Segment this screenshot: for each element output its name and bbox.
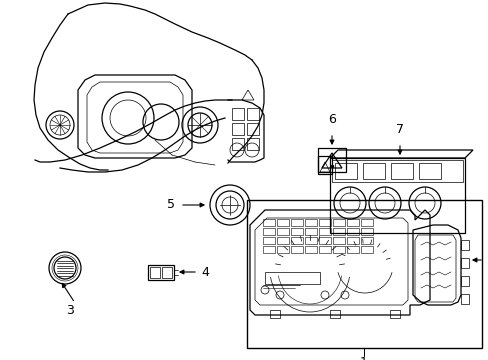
- Bar: [318, 237, 330, 244]
- Bar: [269, 310, 280, 318]
- Bar: [346, 237, 358, 244]
- Bar: [305, 228, 316, 235]
- Bar: [390, 163, 412, 179]
- Bar: [346, 228, 358, 235]
- Bar: [290, 246, 303, 253]
- Bar: [231, 108, 244, 120]
- Bar: [317, 156, 331, 174]
- Bar: [360, 237, 372, 244]
- Bar: [418, 163, 440, 179]
- Bar: [346, 246, 358, 253]
- Bar: [360, 246, 372, 253]
- Bar: [332, 237, 345, 244]
- Text: 3: 3: [66, 303, 74, 316]
- Bar: [162, 267, 172, 278]
- Bar: [246, 200, 481, 348]
- Bar: [329, 310, 339, 318]
- Bar: [231, 138, 244, 150]
- Bar: [317, 148, 346, 172]
- Bar: [346, 219, 358, 226]
- Bar: [362, 163, 384, 179]
- Bar: [318, 228, 330, 235]
- Bar: [305, 246, 316, 253]
- Bar: [360, 228, 372, 235]
- Bar: [246, 123, 259, 135]
- Text: 2: 2: [486, 253, 488, 266]
- Bar: [263, 219, 274, 226]
- Text: 6: 6: [327, 113, 335, 126]
- Text: 1: 1: [359, 356, 367, 360]
- Bar: [318, 219, 330, 226]
- Bar: [231, 123, 244, 135]
- Bar: [334, 163, 356, 179]
- Bar: [263, 228, 274, 235]
- Bar: [305, 219, 316, 226]
- Bar: [460, 240, 468, 250]
- Bar: [148, 265, 174, 280]
- Bar: [263, 246, 274, 253]
- Bar: [460, 276, 468, 286]
- Bar: [150, 267, 160, 278]
- Bar: [246, 108, 259, 120]
- Bar: [332, 246, 345, 253]
- Bar: [246, 138, 259, 150]
- Bar: [305, 237, 316, 244]
- Bar: [290, 219, 303, 226]
- Bar: [276, 219, 288, 226]
- Bar: [331, 160, 462, 182]
- Bar: [318, 246, 330, 253]
- Bar: [332, 228, 345, 235]
- Bar: [332, 219, 345, 226]
- Bar: [360, 219, 372, 226]
- Bar: [389, 310, 399, 318]
- Bar: [290, 237, 303, 244]
- Bar: [263, 237, 274, 244]
- Bar: [329, 158, 464, 233]
- Bar: [460, 294, 468, 304]
- Bar: [276, 228, 288, 235]
- Text: 4: 4: [201, 266, 208, 279]
- Bar: [290, 228, 303, 235]
- Bar: [276, 246, 288, 253]
- Bar: [264, 272, 319, 284]
- Bar: [276, 237, 288, 244]
- Bar: [460, 258, 468, 268]
- Text: 7: 7: [395, 123, 403, 136]
- Text: 5: 5: [167, 198, 175, 211]
